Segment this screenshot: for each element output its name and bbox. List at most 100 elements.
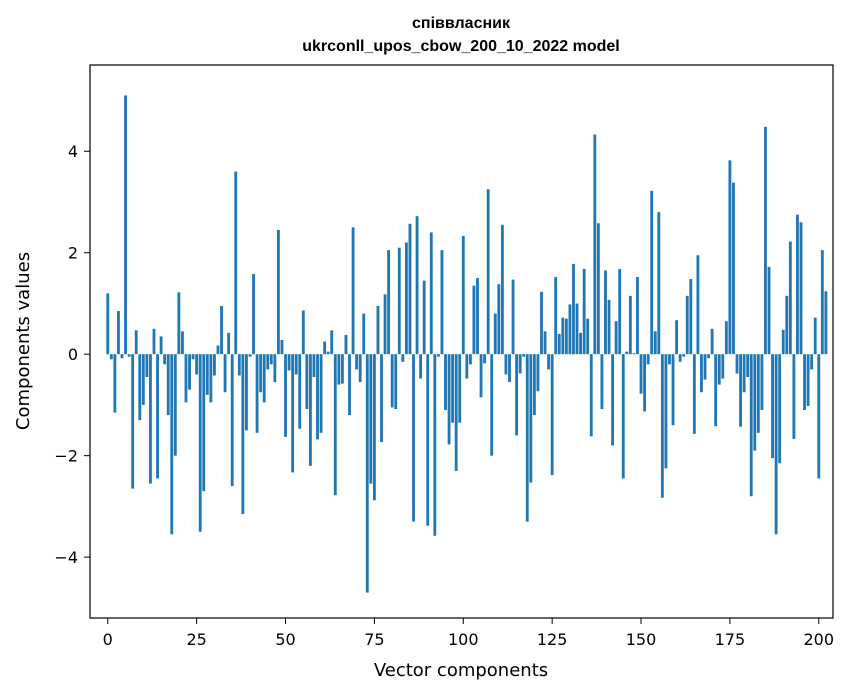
- bar: [493, 313, 497, 355]
- bar: [710, 328, 714, 355]
- bar: [511, 279, 515, 355]
- bar: [252, 274, 255, 355]
- bar: [344, 334, 348, 355]
- chart-title-line-2: ukrconll_upos_cbow_200_10_2022 model: [302, 38, 619, 55]
- bar: [109, 354, 113, 360]
- bar: [117, 311, 120, 355]
- bar: [415, 216, 419, 355]
- bar: [394, 354, 398, 409]
- bar: [764, 126, 767, 355]
- x-tick-label: 125: [537, 630, 568, 649]
- bar: [650, 190, 654, 355]
- bar: [365, 354, 369, 593]
- bar: [451, 354, 455, 423]
- x-tick-label: 200: [804, 630, 835, 649]
- bar: [348, 354, 351, 416]
- bar: [120, 354, 124, 359]
- bar: [810, 354, 814, 370]
- bar: [308, 354, 312, 466]
- bar: [735, 354, 739, 374]
- bar: [540, 291, 543, 355]
- bar: [525, 354, 529, 522]
- bar: [742, 354, 746, 393]
- bar: [284, 354, 287, 437]
- bar: [678, 354, 682, 362]
- bar: [643, 354, 646, 412]
- bar: [547, 354, 551, 370]
- bar: [646, 354, 650, 365]
- bar: [589, 354, 593, 437]
- bar: [333, 354, 337, 496]
- bar: [664, 354, 668, 469]
- bar: [561, 317, 565, 355]
- bar: [163, 354, 167, 365]
- x-tick-label: 100: [448, 630, 479, 649]
- bar: [803, 354, 806, 410]
- bar: [401, 354, 405, 362]
- bar: [767, 266, 771, 355]
- bar: [113, 354, 117, 413]
- bar: [703, 354, 707, 380]
- bar: [337, 354, 341, 385]
- bar: [618, 268, 622, 355]
- bar: [149, 354, 152, 484]
- bar: [323, 341, 327, 355]
- bar: [579, 332, 583, 355]
- bar: [209, 354, 213, 403]
- bar: [245, 354, 248, 431]
- bar: [312, 354, 316, 378]
- bar: [262, 354, 266, 403]
- bar: [461, 235, 465, 355]
- bar: [447, 354, 451, 445]
- bar: [714, 354, 718, 427]
- bar: [454, 354, 458, 471]
- bar: [483, 354, 487, 364]
- bar: [486, 189, 490, 355]
- bar: [490, 354, 494, 456]
- bar: [732, 182, 735, 355]
- bar: [355, 354, 359, 370]
- bar: [671, 354, 675, 426]
- bar: [181, 331, 184, 355]
- bar: [515, 354, 519, 436]
- bar: [785, 295, 789, 355]
- bar: [458, 354, 462, 423]
- bar: [596, 223, 600, 355]
- bar: [266, 354, 270, 370]
- bar: [529, 354, 533, 483]
- bar: [508, 354, 511, 383]
- bar: [628, 295, 632, 355]
- bar: [820, 250, 824, 355]
- bar: [141, 354, 145, 405]
- y-tick-label: −2: [54, 447, 78, 466]
- bar: [259, 354, 263, 393]
- bar: [173, 354, 177, 456]
- bar: [156, 354, 159, 479]
- bar: [138, 354, 142, 421]
- y-tick-label: 4: [68, 142, 78, 161]
- bar: [724, 321, 728, 355]
- bar: [817, 354, 821, 479]
- bar: [294, 354, 298, 375]
- bar: [152, 328, 156, 355]
- bar: [188, 354, 191, 390]
- bar: [369, 354, 373, 484]
- bar: [781, 329, 785, 355]
- x-axis-label: Vector components: [374, 660, 548, 681]
- bar: [692, 354, 696, 434]
- bar: [746, 354, 750, 378]
- bar: [145, 354, 149, 378]
- x-tick-label: 75: [364, 630, 384, 649]
- bar: [792, 354, 796, 439]
- bar: [390, 354, 394, 408]
- bar: [412, 354, 415, 522]
- bar: [170, 354, 174, 535]
- bar: [728, 160, 732, 355]
- x-axis-ticks: 0 25 50 75 100 125 150 175 200: [103, 618, 834, 649]
- bar: [301, 310, 305, 355]
- plot-frame: [89, 64, 834, 619]
- bar: [593, 134, 597, 355]
- bar: [771, 354, 774, 459]
- x-tick-label: 0: [103, 630, 113, 649]
